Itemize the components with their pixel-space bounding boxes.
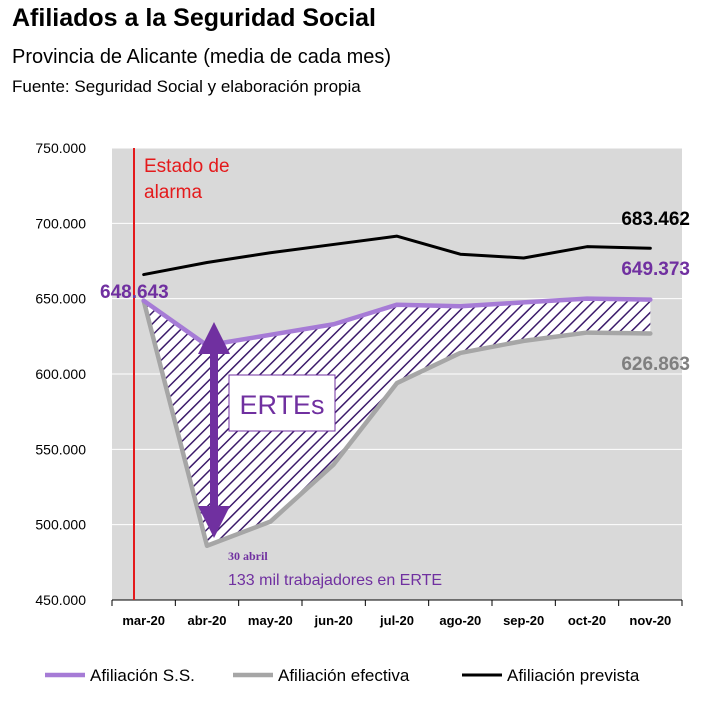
y-tick-label: 750.000 — [35, 140, 86, 156]
y-tick-label: 500.000 — [35, 517, 86, 533]
legend-label: Afiliación efectiva — [278, 666, 410, 685]
legend-label: Afiliación prevista — [507, 666, 640, 685]
x-tick-label: nov-20 — [629, 613, 671, 628]
x-tick-label: may-20 — [248, 613, 293, 628]
y-tick-label: 650.000 — [35, 291, 86, 307]
series-line-afiliacion-prevista — [142, 234, 652, 277]
x-tick-label: jun-20 — [314, 613, 353, 628]
estado-alarma-label: Estado de — [144, 156, 230, 177]
date-note: 30 abril — [228, 549, 268, 563]
x-tick-label: mar-20 — [122, 613, 165, 628]
x-tick-label: oct-20 — [568, 613, 606, 628]
efectiva-end-label: 626.863 — [621, 354, 690, 375]
x-tick-label: sep-20 — [503, 613, 544, 628]
y-tick-label: 550.000 — [35, 441, 86, 457]
erte-note: 133 mil trabajadores en ERTE — [228, 572, 442, 589]
y-tick-label: 600.000 — [35, 366, 86, 382]
erte-hatched-area — [143, 298, 651, 546]
estado-alarma-label: alarma — [144, 182, 203, 203]
x-tick-label: abr-20 — [187, 613, 226, 628]
prevista-end-label: 683.462 — [621, 209, 690, 230]
legend-label: Afiliación S.S. — [90, 666, 195, 685]
chart-source: Fuente: Seguridad Social y elaboración p… — [12, 77, 361, 96]
ertes-box-label: ERTEs — [239, 390, 324, 420]
x-tick-label: ago-20 — [439, 613, 481, 628]
chart-title: Afiliados a la Seguridad Social — [12, 4, 376, 32]
x-tick-label: jul-20 — [379, 613, 414, 628]
start-value-label: 648.643 — [100, 282, 169, 303]
ertes-box — [228, 374, 336, 432]
y-tick-label: 700.000 — [35, 215, 86, 231]
y-tick-label: 450.000 — [35, 592, 86, 608]
ss-end-label: 649.373 — [621, 259, 690, 280]
chart-subtitle: Provincia de Alicante (media de cada mes… — [12, 46, 392, 68]
